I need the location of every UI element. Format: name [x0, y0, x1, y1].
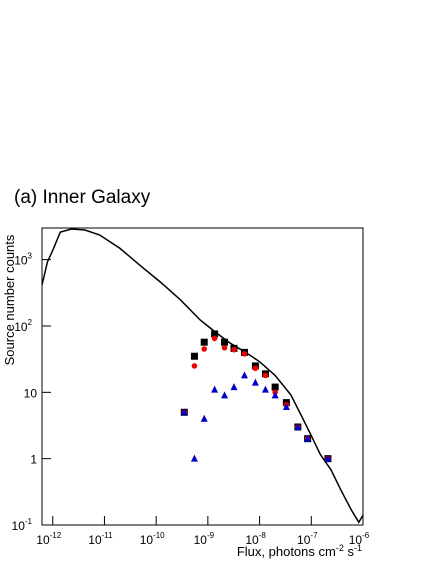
tick-exponent: -11 — [102, 531, 114, 540]
circle-marker — [221, 344, 228, 351]
tick-base: 10 — [12, 519, 26, 533]
tick-label: 10 — [24, 386, 38, 400]
x-label-sup: -1 — [354, 543, 362, 553]
tick-label: 10-10 — [140, 531, 165, 547]
tick-exponent: 3 — [28, 252, 33, 261]
tick-label: 10-6 — [349, 531, 370, 547]
triangle-marker — [180, 408, 188, 416]
square-marker — [211, 330, 219, 338]
tick-exponent: -7 — [310, 531, 318, 540]
x-axis-label: Flux, photons cm-2 s-1 — [237, 543, 362, 559]
circle-marker — [231, 346, 237, 353]
circle-marker — [191, 363, 198, 369]
triangle-marker — [200, 414, 208, 422]
tick-label: 10-8 — [245, 531, 266, 547]
triangle-marker — [230, 383, 238, 391]
tick-exponent: -8 — [259, 531, 267, 540]
tick-base: 10 — [297, 533, 311, 547]
circle-marker — [252, 365, 259, 372]
circle-marker — [211, 335, 218, 342]
tick-exponent: -12 — [50, 531, 62, 540]
y-axis-label: Source number counts — [2, 234, 17, 365]
triangle-marker — [221, 391, 229, 399]
square-marker — [271, 383, 279, 391]
tick-base: 10 — [194, 533, 208, 547]
tick-label: 1 — [30, 453, 37, 467]
tick-base: 10 — [88, 533, 102, 547]
x-label-part: s — [344, 544, 355, 559]
model-line — [42, 228, 363, 524]
chart-title: (a) Inner Galaxy — [14, 187, 151, 208]
triangle-marker — [304, 434, 312, 442]
tick-exponent: 2 — [28, 318, 33, 327]
tick-label: 10-9 — [194, 531, 215, 547]
circle-marker — [201, 346, 208, 352]
x-label-sup: -2 — [336, 543, 344, 553]
triangle-marker — [282, 403, 290, 411]
tick-label: 10-7 — [297, 531, 318, 547]
circle-marker — [262, 372, 269, 379]
tick-label: 102 — [14, 318, 32, 334]
triangle-marker — [324, 454, 332, 462]
tick-label: 10-11 — [88, 531, 113, 547]
tick-base: 10 — [14, 254, 28, 268]
tick-base: 10 — [14, 320, 28, 334]
circle-marker — [241, 351, 248, 357]
x-label-part: Flux, photons cm — [237, 544, 336, 559]
tick-exponent: -1 — [25, 517, 33, 526]
tick-exponent: -10 — [153, 531, 165, 540]
triangle-marker — [211, 385, 219, 393]
tick-base: 10 — [140, 533, 154, 547]
triangle-marker — [271, 391, 279, 399]
tick-base: 10 — [245, 533, 259, 547]
square-marker — [221, 338, 229, 346]
tick-base: 10 — [36, 533, 50, 547]
tick-exponent: -9 — [207, 531, 215, 540]
square-marker — [200, 338, 208, 346]
triangle-marker — [261, 385, 269, 393]
plot-frame — [41, 227, 364, 526]
tick-base: 10 — [349, 533, 363, 547]
triangle-marker — [251, 378, 259, 386]
tick-exponent: -6 — [362, 531, 370, 540]
tick-label: 10-1 — [12, 517, 33, 533]
triangle-marker — [240, 371, 248, 379]
tick-label: 103 — [14, 252, 32, 268]
tick-label: 10-12 — [36, 531, 61, 547]
triangle-marker — [294, 423, 302, 431]
triangle-marker — [190, 454, 198, 462]
square-marker — [190, 352, 198, 360]
